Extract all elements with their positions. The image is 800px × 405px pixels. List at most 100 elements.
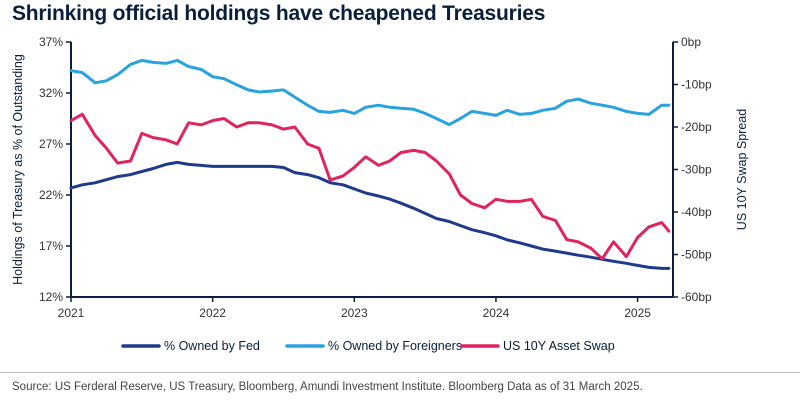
- swap-data-point: [542, 216, 544, 218]
- fed-data-point: [648, 267, 650, 269]
- fed-data-point: [577, 254, 579, 256]
- fed-data-point: [436, 218, 438, 220]
- foreigners-data-point: [329, 112, 331, 114]
- swap-data-point: [661, 222, 663, 224]
- foreigners-data-point: [542, 110, 544, 112]
- series-layer: [69, 58, 671, 270]
- fed-data-point: [259, 166, 261, 168]
- foreigners-data-point: [318, 111, 320, 113]
- series-fed-line: [69, 160, 671, 270]
- swap-data-point: [648, 226, 650, 228]
- y-right-tick-label: -30bp: [681, 163, 712, 177]
- footer-divider: [0, 372, 800, 373]
- swap-data-point: [247, 122, 249, 124]
- foreigners-data-point: [413, 109, 415, 111]
- swap-data-point: [271, 124, 273, 126]
- fed-data-point: [531, 245, 533, 247]
- fed-data-point: [141, 171, 143, 173]
- foreigners-data-point: [294, 96, 296, 98]
- swap-data-point: [590, 247, 592, 249]
- swap-data-point: [507, 201, 509, 203]
- y-left-tick-label: 27%: [39, 137, 63, 151]
- fed-data-point: [283, 167, 285, 169]
- fed-data-point: [271, 166, 273, 168]
- fed-data-point: [152, 168, 154, 170]
- fed-data-point: [354, 188, 356, 190]
- y-right-tick-label: 0bp: [681, 35, 701, 49]
- y-left-tick-label: 17%: [39, 239, 63, 253]
- foreigners-data-point: [354, 113, 356, 115]
- foreigners-data-point: [176, 60, 178, 62]
- swap-data-point: [555, 220, 557, 222]
- fed-data-point: [201, 165, 203, 167]
- x-tick-label: 2022: [199, 306, 226, 320]
- fed-data-point: [176, 162, 178, 164]
- foreigners-data-point: [106, 80, 108, 82]
- swap-data-point: [460, 194, 462, 196]
- swap-data-point: [307, 143, 309, 145]
- fed-data-point: [389, 198, 391, 200]
- y-right-tick-label: -20bp: [681, 120, 712, 134]
- swap-data-point: [259, 122, 261, 124]
- fed-data-point: [495, 235, 497, 237]
- y-right-tick-label: -60bp: [681, 290, 712, 304]
- swap-data-point: [471, 203, 473, 205]
- foreigners-data-point: [531, 113, 533, 115]
- fed-data-point: [106, 179, 108, 181]
- swap-data-point: [94, 135, 96, 137]
- swap-data-point: [484, 207, 486, 209]
- swap-data-point: [117, 162, 119, 164]
- fed-data-point: [94, 182, 96, 184]
- swap-data-point: [106, 148, 108, 150]
- swap-data-point: [365, 156, 367, 158]
- swap-data-point: [223, 118, 225, 120]
- fed-data-point: [413, 208, 415, 210]
- foreigners-data-point: [259, 91, 261, 93]
- fed-data-point: [70, 187, 72, 189]
- fed-data-point: [613, 261, 615, 263]
- foreigners-data-point: [201, 69, 203, 71]
- foreigners-data-point: [247, 89, 249, 91]
- fed-data-point: [460, 225, 462, 227]
- y-axis-right-title: US 10Y Swap Spread: [735, 109, 749, 230]
- foreigners-data-point: [448, 124, 450, 126]
- foreigners-data-point: [626, 111, 628, 113]
- swap-data-point: [188, 122, 190, 124]
- swap-data-point: [152, 137, 154, 139]
- x-tick-label: 2025: [624, 306, 651, 320]
- foreigners-data-point: [555, 108, 557, 110]
- swap-data-point: [626, 256, 628, 258]
- swap-data-point: [436, 160, 438, 162]
- swap-data-point: [176, 143, 178, 145]
- swap-data-point: [201, 124, 203, 126]
- swap-data-point: [212, 120, 214, 122]
- foreigners-data-point: [668, 104, 670, 106]
- foreigners-data-point: [648, 114, 650, 116]
- x-tick-label: 2023: [341, 306, 368, 320]
- foreigners-data-point: [223, 78, 225, 80]
- swap-data-point: [329, 179, 331, 181]
- fed-data-point: [329, 182, 331, 184]
- foreigners-data-point: [436, 118, 438, 120]
- swap-data-point: [566, 239, 568, 241]
- foreigners-data-point: [152, 62, 154, 64]
- legend-item-foreigners-label: % Owned by Foreigners: [328, 339, 462, 353]
- line-chart: 12% 17% 22% 27% 32% 37% 0bp -10bp -20bp -30bp -40b…: [11, 35, 749, 353]
- y-right-tick-label: -10bp: [681, 78, 712, 92]
- foreigners-data-point: [342, 110, 344, 112]
- foreigners-data-point: [378, 104, 380, 106]
- swap-data-point: [283, 128, 285, 130]
- fed-data-point: [471, 229, 473, 231]
- fed-data-point: [294, 172, 296, 174]
- swap-data-point: [637, 237, 639, 239]
- swap-data-point: [668, 230, 670, 232]
- chart-title: Shrinking official holdings have cheapen…: [12, 2, 546, 25]
- fed-data-point: [318, 177, 320, 179]
- source-note: Source: US Ferderal Reserve, US Treasury…: [12, 381, 643, 393]
- foreigners-data-point: [188, 66, 190, 68]
- fed-data-point: [424, 213, 426, 215]
- y-right-tick-label: -50bp: [681, 248, 712, 262]
- foreigners-data-point: [495, 115, 497, 117]
- swap-data-point: [495, 199, 497, 201]
- y-axis-left-title: Holdings of Treasury as % of Outstanding: [11, 54, 25, 285]
